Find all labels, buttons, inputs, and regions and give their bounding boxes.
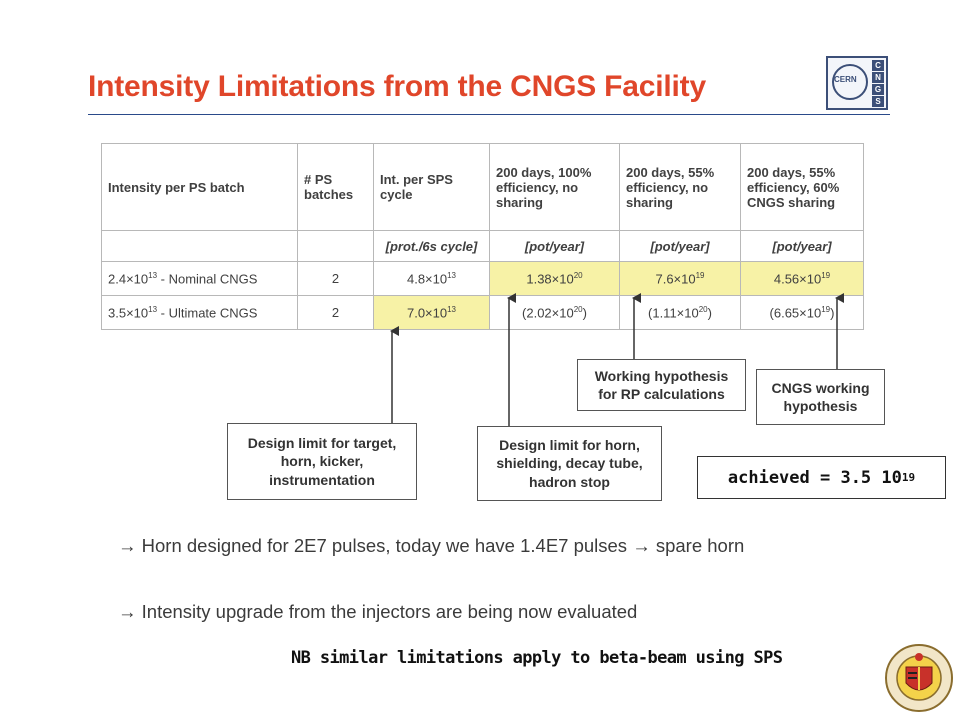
callout-line: Design limit for horn, [499,437,640,454]
bullet-text: Intensity upgrade from the injectors are… [136,601,638,622]
table-cell: 1.38×1020 [489,261,620,296]
callout-line: hypothesis [783,398,858,414]
right-arrow-icon: → [118,535,137,556]
cell-base: 2 [331,271,340,286]
page-title: Intensity Limitations from the CNGS Faci… [88,70,706,103]
header-cell: # PS batches [297,143,374,231]
bullet-text: Horn designed for 2E7 pulses, today we h… [136,535,633,556]
cell-suffix: - Ultimate CNGS [157,305,258,321]
logo-letter: C [872,60,884,71]
header-cell: 200 days, 100% efficiency, no sharing [489,143,620,231]
cell-base: 7.0×10 [406,305,448,321]
cell-suffix: ) [830,305,835,321]
header-cell: 200 days, 55% efficiency, no sharing [619,143,741,231]
callout-target-limit: Design limit for target, horn, kicker, i… [227,423,417,500]
achieved-exponent: 19 [901,471,916,484]
cell-base: 1.38×10 [526,271,574,287]
row-header-cell: 3.5×1013 - Ultimate CNGS [101,295,298,330]
title-divider [88,114,890,115]
cell-exponent: 13 [447,270,457,280]
cern-cngs-logo-icon: CERN C N G S [826,56,888,110]
achieved-text: achieved = 3.5 10 [727,467,902,488]
footnote: NB similar limitations apply to beta-bea… [291,648,783,668]
cell-suffix: - Nominal CNGS [157,271,258,287]
right-arrow-icon: → [632,535,651,556]
header-cell: Int. per SPS cycle [373,143,490,231]
callout-line: Design limit for target, [247,435,397,452]
table-cell: 7.0×1013 [373,295,490,330]
table-units-row: [prot./6s cycle] [pot/year] [pot/year] [… [101,230,864,262]
unit-cell: [prot./6s cycle] [373,230,490,262]
cell-base: (6.65×10 [769,305,822,321]
table-cell: 4.8×1013 [373,261,490,296]
callout-line: CNGS working [771,379,870,396]
cell-exponent: 19 [821,270,831,280]
logo-letter: N [872,72,884,83]
bullet-item: → Horn designed for 2E7 pulses, today we… [118,535,744,557]
bullet-text: spare horn [650,535,745,556]
callout-working-hypothesis: Working hypothesis for RP calculations [577,359,746,411]
logo-letter: S [872,96,884,107]
cell-base: 2.4×10 [108,271,149,287]
cell-exponent: 13 [148,270,158,280]
callout-line: instrumentation [269,471,375,488]
cell-base: (2.02×10 [522,305,574,321]
cell-suffix: ) [707,305,712,321]
cell-exponent: 13 [447,304,457,314]
intensity-table: Intensity per PS batch # PS batches Int.… [101,143,864,330]
cell-base: 2 [331,305,340,320]
callout-line: Working hypothesis [594,367,729,384]
cell-exponent: 20 [573,304,583,314]
table-cell: 2 [297,295,374,330]
callout-cngs-hypothesis: CNGS working hypothesis [756,369,885,425]
callout-line: horn, kicker, [280,453,364,470]
table-cell: 7.6×1019 [619,261,741,296]
cell-exponent: 20 [698,304,708,314]
callout-line: hadron stop [529,473,610,490]
table-header-row: Intensity per PS batch # PS batches Int.… [101,143,864,231]
bullet-item: → Intensity upgrade from the injectors a… [118,601,637,623]
cell-exponent: 19 [695,270,705,280]
logo-letter: G [872,84,884,95]
unit-cell [101,230,298,262]
header-cell: 200 days, 55% efficiency, 60% CNGS shari… [740,143,864,231]
cell-exponent: 20 [573,270,583,280]
cell-base: 4.8×10 [406,271,448,287]
cell-base: 7.6×10 [655,271,696,287]
achieved-box: achieved = 3.5 10 19 [697,456,946,499]
cell-suffix: ) [582,305,587,321]
right-arrow-icon: → [118,601,137,622]
cell-base: 3.5×10 [108,305,149,321]
callout-line: shielding, decay tube, [496,455,643,472]
cell-base: 4.56×10 [773,271,822,287]
cell-exponent: 13 [148,304,158,314]
university-seal-icon [885,644,953,712]
logo-cern-text: CERN [834,75,857,84]
callout-line: for RP calculations [598,386,725,402]
cell-exponent: 19 [821,304,831,314]
callout-horn-limit: Design limit for horn, shielding, decay … [477,426,662,501]
cell-base: (1.11×10 [648,305,699,321]
table-cell: 4.56×1019 [740,261,864,296]
